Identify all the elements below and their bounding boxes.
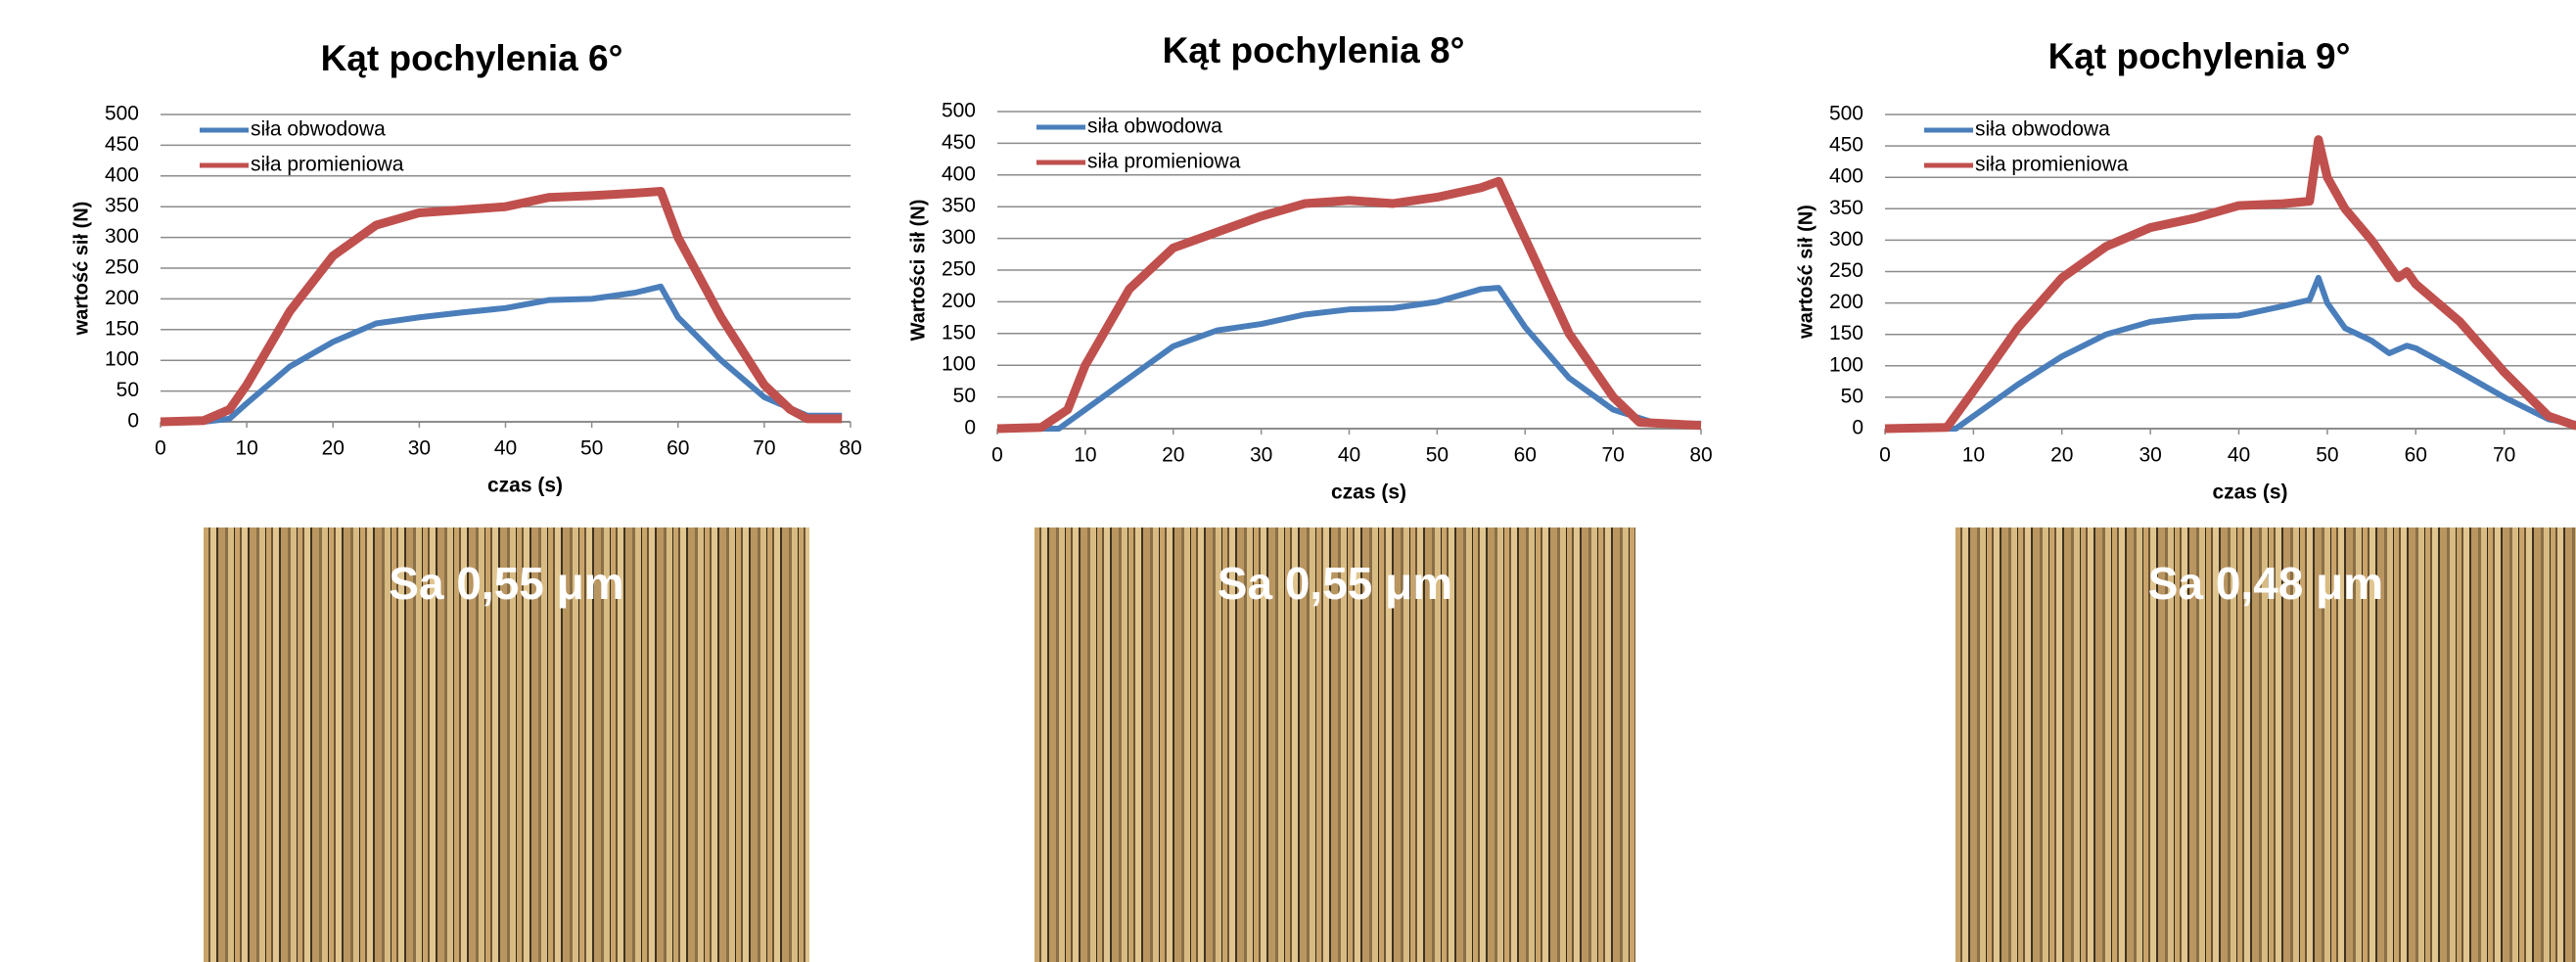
x-tick-label: 80: [1689, 444, 1712, 467]
y-tick-label: 300: [105, 225, 139, 248]
x-tick-label: 10: [1962, 444, 1985, 467]
x-tick-label: 60: [1514, 444, 1537, 467]
x-tick-label: 10: [235, 437, 257, 460]
y-tick-label: 500: [942, 100, 976, 122]
y-tick-label: 0: [127, 410, 139, 433]
x-tick-label: 70: [753, 437, 775, 460]
y-tick-label: 450: [942, 131, 976, 154]
x-tick-label: 0: [991, 444, 1003, 467]
y-axis-label: Wartości sił (N): [907, 200, 929, 342]
micrograph: Sa 0,48 μm: [1955, 527, 2576, 962]
line-series: [1885, 278, 2576, 429]
x-tick-label: 30: [408, 437, 431, 460]
x-tick-label: 70: [1601, 444, 1624, 467]
legend-label: siła obwodowa: [1087, 115, 1222, 138]
chart-title: Kąt pochylenia 9°: [2048, 36, 2351, 76]
y-tick-label: 150: [105, 317, 139, 340]
legend-label: siła promieniowa: [1087, 151, 1241, 173]
y-tick-label: 350: [1829, 197, 1863, 219]
line-series: [997, 288, 1701, 429]
line-series: [997, 181, 1701, 429]
x-tick-label: 60: [2405, 444, 2427, 467]
x-tick-label: 30: [2139, 444, 2161, 467]
x-tick-label: 0: [1879, 444, 1891, 467]
x-axis-label: czas (s): [1331, 481, 1406, 504]
x-tick-label: 80: [839, 437, 861, 460]
y-tick-label: 500: [1829, 103, 1863, 125]
y-tick-label: 100: [1829, 353, 1863, 376]
y-tick-label: 100: [105, 348, 139, 371]
legend-label: siła obwodowa: [251, 118, 386, 141]
y-tick-label: 450: [105, 133, 139, 156]
chart-title: Kąt pochylenia 6°: [321, 38, 623, 78]
y-tick-label: 100: [942, 353, 976, 376]
y-tick-label: 200: [105, 287, 139, 309]
y-tick-label: 300: [1829, 228, 1863, 251]
y-tick-label: 350: [942, 195, 976, 217]
y-tick-label: 150: [942, 321, 976, 344]
legend-label: siła obwodowa: [1975, 118, 2110, 141]
legend-label: siła promieniowa: [251, 154, 404, 176]
y-tick-label: 150: [1829, 322, 1863, 344]
y-tick-label: 300: [942, 226, 976, 249]
x-tick-label: 70: [2493, 444, 2515, 467]
y-tick-label: 50: [116, 379, 139, 401]
micrograph: Sa 0,55 μm: [1035, 527, 1635, 962]
y-tick-label: 200: [1829, 291, 1863, 313]
line-series: [1885, 140, 2576, 429]
roughness-label: Sa 0,55 μm: [1035, 557, 1635, 610]
y-tick-label: 50: [953, 385, 976, 407]
x-tick-label: 40: [2228, 444, 2250, 467]
legend-label: siła promieniowa: [1975, 154, 2129, 176]
charts: Kąt pochylenia 6°05010015020025030035040…: [0, 0, 2576, 519]
y-tick-label: 400: [105, 163, 139, 186]
y-tick-label: 250: [942, 258, 976, 281]
x-tick-label: 50: [580, 437, 603, 460]
y-tick-label: 250: [1829, 259, 1863, 282]
micrograph: Sa 0,55 μm: [204, 527, 809, 962]
y-tick-label: 400: [1829, 165, 1863, 188]
roughness-label: Sa 0,55 μm: [204, 557, 809, 610]
chart-title: Kąt pochylenia 8°: [1163, 30, 1465, 70]
y-tick-label: 500: [105, 103, 139, 125]
x-tick-label: 0: [155, 437, 166, 460]
y-tick-label: 0: [1852, 417, 1863, 439]
y-axis-label: wartość sił (N): [1795, 205, 1817, 340]
y-axis-label: wartość sił (N): [70, 202, 92, 337]
x-tick-label: 20: [322, 437, 345, 460]
x-tick-label: 20: [1162, 444, 1184, 467]
y-tick-label: 350: [105, 195, 139, 217]
x-axis-label: czas (s): [487, 475, 563, 497]
x-tick-label: 40: [1338, 444, 1360, 467]
y-tick-label: 450: [1829, 134, 1863, 157]
x-tick-label: 50: [1426, 444, 1449, 467]
page: Kąt pochylenia 6°05010015020025030035040…: [0, 0, 2576, 962]
y-tick-label: 0: [964, 417, 976, 439]
y-tick-label: 200: [942, 290, 976, 312]
x-tick-label: 10: [1074, 444, 1096, 467]
roughness-label: Sa 0,48 μm: [1955, 557, 2576, 610]
x-tick-label: 50: [2316, 444, 2338, 467]
x-tick-label: 40: [494, 437, 517, 460]
x-tick-label: 20: [2050, 444, 2073, 467]
y-tick-label: 50: [1841, 385, 1863, 407]
x-tick-label: 30: [1250, 444, 1272, 467]
x-tick-label: 60: [667, 437, 689, 460]
y-tick-label: 250: [105, 256, 139, 279]
x-axis-label: czas (s): [2212, 481, 2287, 504]
y-tick-label: 400: [942, 162, 976, 185]
